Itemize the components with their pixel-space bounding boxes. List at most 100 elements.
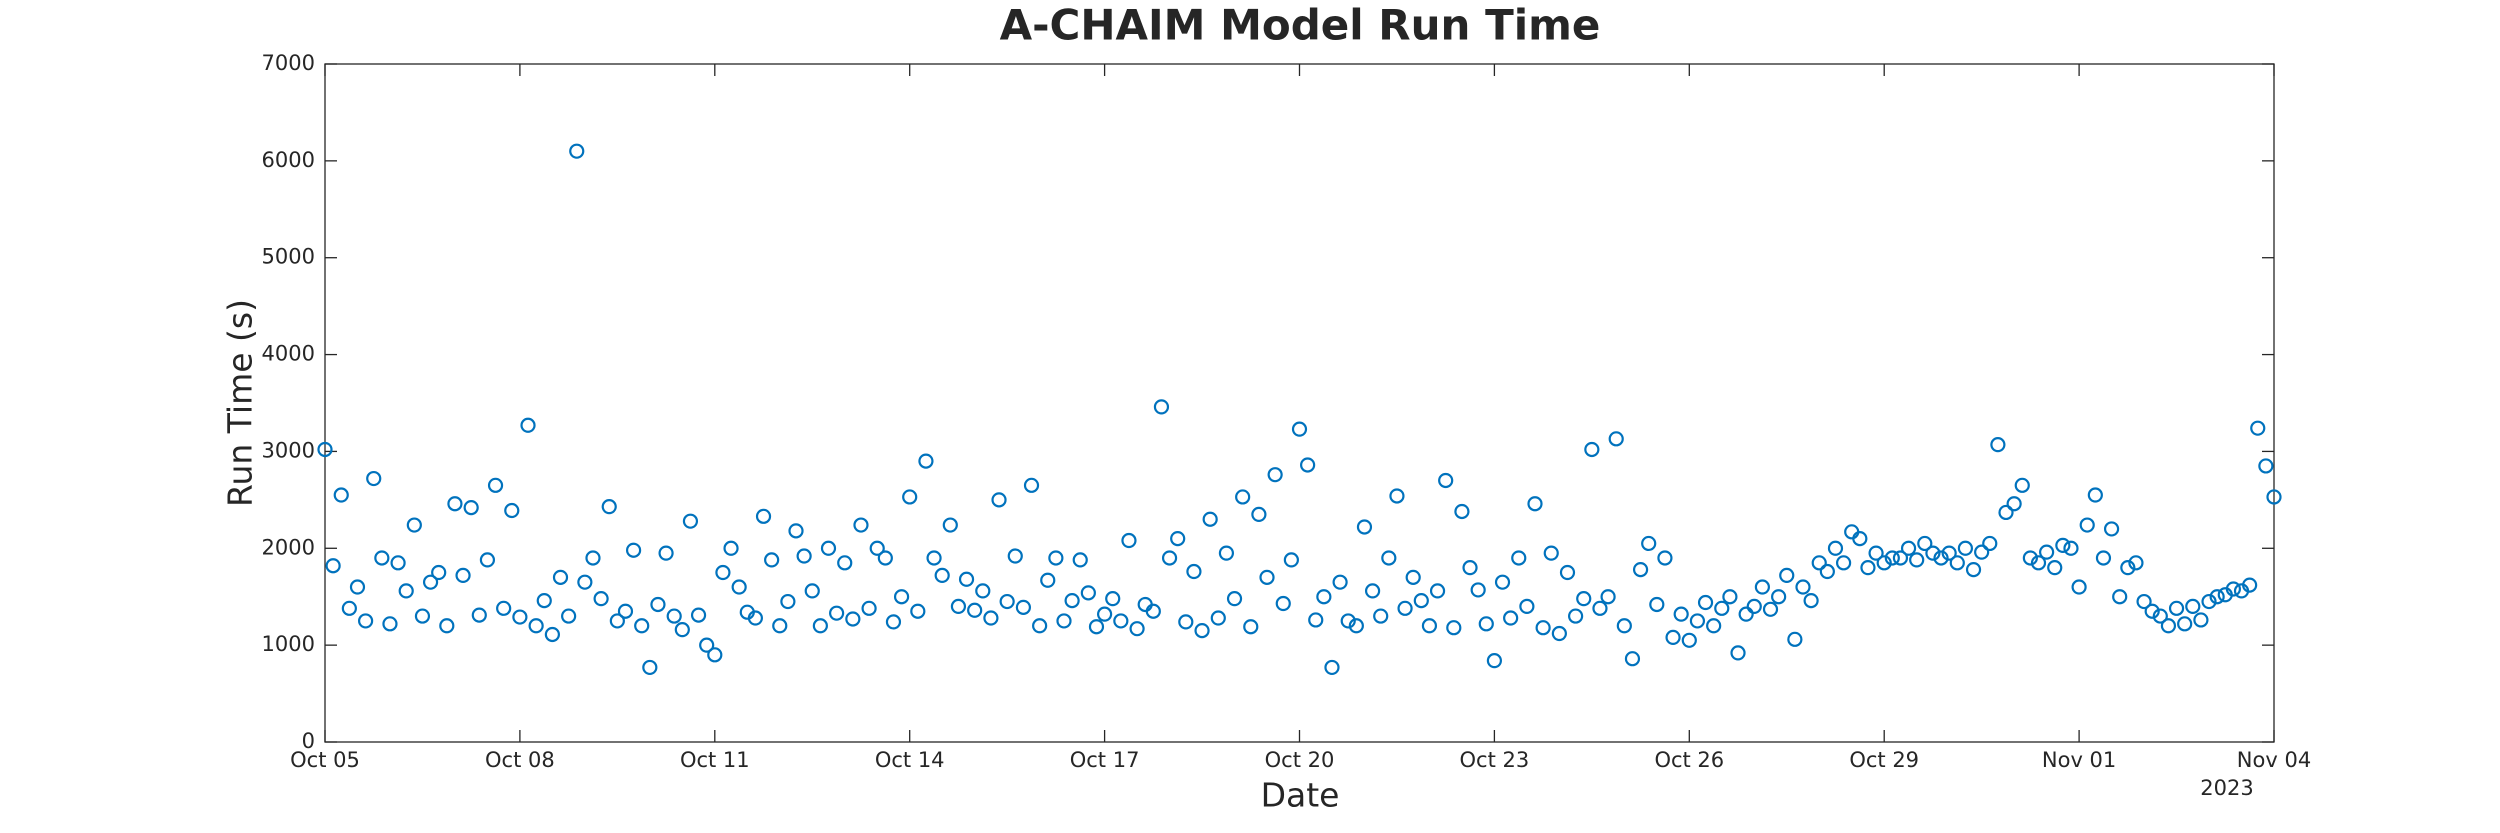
data-point [2071,579,2087,595]
data-point [958,571,975,587]
data-point [1738,606,1754,622]
data-point [845,611,861,627]
data-point [837,555,853,571]
data-point [1779,567,1795,584]
x-tick-label: Oct 17 [1070,748,1140,772]
data-point [674,622,690,638]
data-point [1470,582,1486,598]
data-point [1194,623,1210,639]
data-point [1308,612,1324,628]
data-point [2063,540,2079,556]
data-point [1860,560,1876,576]
data-point [349,579,366,595]
y-tick-label: 2000 [262,535,315,559]
data-point [1608,431,1624,447]
data-point [910,603,926,619]
data-point [2022,550,2038,566]
data-point [2201,593,2217,610]
data-point [2160,618,2177,634]
data-point [1064,592,1080,609]
data-point [1178,614,1194,630]
data-point [609,613,625,629]
data-point [1429,583,1446,599]
data-point [1105,591,1121,607]
data-point [1730,645,1746,661]
data-point [1787,631,1803,647]
data-point [544,626,560,643]
data-point [2030,555,2047,571]
data-point [650,596,666,613]
data-point [723,540,739,556]
data-point [885,614,902,630]
data-point [747,610,764,626]
data-point [1267,467,1283,483]
data-point [1795,579,1811,595]
data-point [950,598,967,615]
data-point [520,417,536,433]
data-point [2225,581,2241,597]
x-axis-label: Date [1261,776,1340,815]
data-point [707,647,723,663]
data-point [1657,550,1673,566]
data-point [2152,608,2168,624]
data-point [1235,489,1251,505]
data-point [617,603,634,619]
data-point [2266,489,2282,505]
data-point [812,618,828,634]
data-point [1706,618,1722,634]
x-tick-label: Oct 23 [1460,748,1530,772]
data-point [536,592,552,609]
data-point [1527,496,1543,512]
data-point [1957,540,1974,556]
data-point [1218,545,1235,561]
data-point [2047,560,2063,576]
data-point [1746,598,1762,615]
data-point [1941,545,1957,561]
data-point [2258,458,2274,474]
data-point [893,589,910,605]
data-point [861,600,877,616]
data-point [1161,550,1178,566]
data-point [942,517,958,533]
data-point [934,567,950,584]
data-point [1096,606,1113,622]
data-point [1592,600,1608,616]
data-point [569,143,585,159]
data-point [601,499,617,515]
y-tick-label: 3000 [262,438,315,462]
data-point [1649,596,1665,613]
y-tick-label: 6000 [262,148,315,172]
data-point [1844,524,1860,540]
data-point [1381,550,1397,566]
data-point [1852,530,1868,547]
data-point [1982,535,1998,552]
data-point [1210,610,1226,626]
data-point [422,574,439,590]
data-point [1259,569,1275,585]
data-point [1048,550,1064,566]
data-point [390,555,406,571]
data-point [2079,517,2095,533]
data-point [666,608,682,624]
data-point [1088,619,1105,635]
data-point [853,517,869,533]
data-point [820,540,837,556]
data-point [1113,613,1129,629]
data-point [577,574,593,590]
data-point [414,608,431,624]
data-point [341,600,357,616]
data-point [406,517,422,533]
data-point [1226,591,1243,607]
data-point [1145,603,1161,619]
data-point [1576,591,1592,607]
data-point [463,500,479,516]
data-point [487,477,504,493]
data-point [1803,592,1819,609]
data-point [1949,555,1965,571]
data-point [479,552,496,568]
data-point [325,558,341,574]
data-point [1900,540,1917,556]
data-point [561,608,577,624]
data-point [1494,574,1511,590]
data-point [1754,579,1770,595]
